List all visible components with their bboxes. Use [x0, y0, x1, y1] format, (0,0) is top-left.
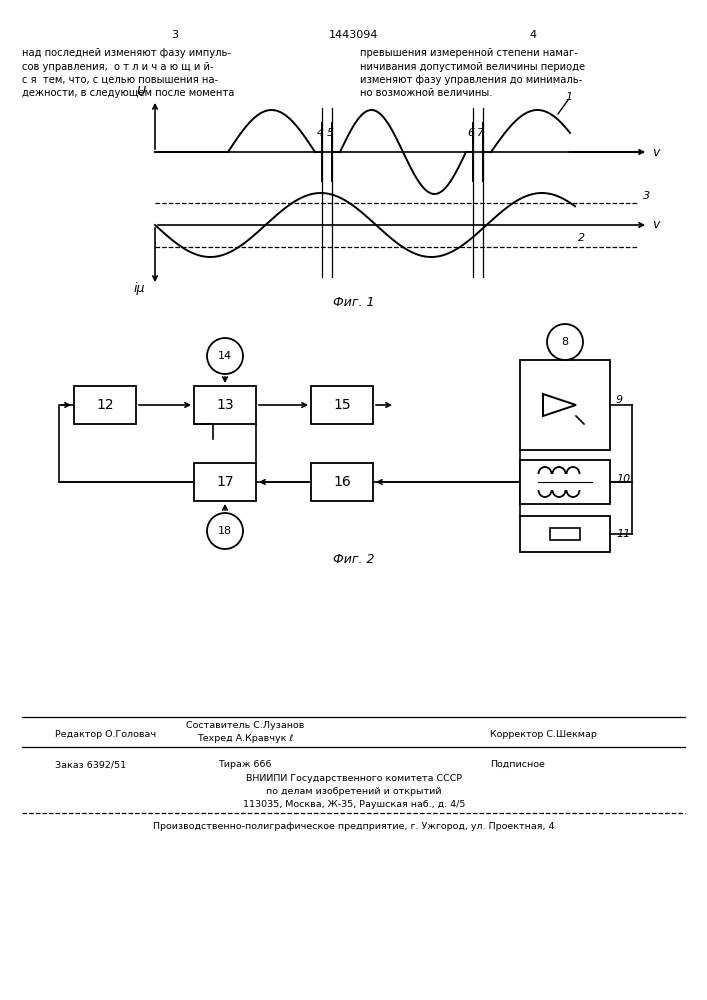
- Text: v: v: [652, 145, 660, 158]
- Text: Тираж 666: Тираж 666: [218, 760, 271, 769]
- Text: Составитель С.Лузанов: Составитель С.Лузанов: [186, 721, 304, 730]
- Text: 113035, Москва, Ж-35, Раушская наб., д. 4/5: 113035, Москва, Ж-35, Раушская наб., д. …: [243, 800, 465, 809]
- Text: 17: 17: [216, 475, 234, 489]
- Circle shape: [207, 338, 243, 374]
- Text: U: U: [136, 85, 145, 98]
- Text: изменяют фазу управления до минималь-: изменяют фазу управления до минималь-: [360, 75, 583, 85]
- Text: 4: 4: [317, 128, 324, 138]
- Text: 13: 13: [216, 398, 234, 412]
- Text: Корректор С.Шекмар: Корректор С.Шекмар: [490, 730, 597, 739]
- Text: Редактор О.Головач: Редактор О.Головач: [55, 730, 156, 739]
- FancyBboxPatch shape: [311, 386, 373, 424]
- Text: 2: 2: [578, 233, 585, 243]
- Text: iμ: iμ: [134, 282, 145, 295]
- Text: 14: 14: [218, 351, 232, 361]
- Text: Фиг. 2: Фиг. 2: [333, 553, 375, 566]
- Text: 6: 6: [467, 128, 474, 138]
- Text: с я  тем, что, с целью повышения на-: с я тем, что, с целью повышения на-: [22, 75, 218, 85]
- Text: 11: 11: [616, 529, 630, 539]
- Text: 10: 10: [616, 474, 630, 484]
- Circle shape: [547, 324, 583, 360]
- FancyBboxPatch shape: [520, 460, 610, 504]
- FancyBboxPatch shape: [520, 516, 610, 552]
- Text: 3: 3: [172, 30, 178, 40]
- Text: 1443094: 1443094: [329, 30, 379, 40]
- Text: ничивания допустимой величины периоде: ничивания допустимой величины периоде: [360, 62, 585, 72]
- FancyBboxPatch shape: [550, 528, 580, 540]
- Text: превышения измеренной степени намаг-: превышения измеренной степени намаг-: [360, 48, 578, 58]
- Text: Фиг. 1: Фиг. 1: [333, 296, 375, 309]
- Text: над последней изменяют фазу импуль-: над последней изменяют фазу импуль-: [22, 48, 231, 58]
- Text: 15: 15: [333, 398, 351, 412]
- Text: 4: 4: [530, 30, 537, 40]
- Text: 8: 8: [561, 337, 568, 347]
- Text: Заказ 6392/51: Заказ 6392/51: [55, 760, 126, 769]
- Text: Подписное: Подписное: [490, 760, 545, 769]
- FancyBboxPatch shape: [194, 463, 256, 501]
- FancyBboxPatch shape: [520, 360, 610, 450]
- Text: 9: 9: [616, 395, 623, 405]
- Text: 12: 12: [96, 398, 114, 412]
- Text: 3: 3: [643, 191, 650, 201]
- Text: 5: 5: [327, 128, 334, 138]
- Text: дежности, в следующем после момента: дежности, в следующем после момента: [22, 89, 235, 99]
- Text: v: v: [652, 219, 660, 232]
- Text: 18: 18: [218, 526, 232, 536]
- FancyBboxPatch shape: [194, 386, 256, 424]
- Text: сов управления,  о т л и ч а ю щ и й-: сов управления, о т л и ч а ю щ и й-: [22, 62, 214, 72]
- Text: но возможной величины.: но возможной величины.: [360, 89, 493, 99]
- FancyBboxPatch shape: [311, 463, 373, 501]
- Text: ВНИИПИ Государственного комитета СССР: ВНИИПИ Государственного комитета СССР: [246, 774, 462, 783]
- Text: 16: 16: [333, 475, 351, 489]
- Text: Производственно-полиграфическое предприятие, г. Ужгород, ул. Проектная, 4: Производственно-полиграфическое предприя…: [153, 822, 555, 831]
- Text: 7: 7: [477, 128, 484, 138]
- FancyBboxPatch shape: [74, 386, 136, 424]
- Text: Техред А.Кравчук ℓ: Техред А.Кравчук ℓ: [197, 734, 293, 743]
- Text: 1: 1: [565, 92, 572, 102]
- Circle shape: [207, 513, 243, 549]
- Text: по делам изобретений и открытий: по делам изобретений и открытий: [267, 787, 442, 796]
